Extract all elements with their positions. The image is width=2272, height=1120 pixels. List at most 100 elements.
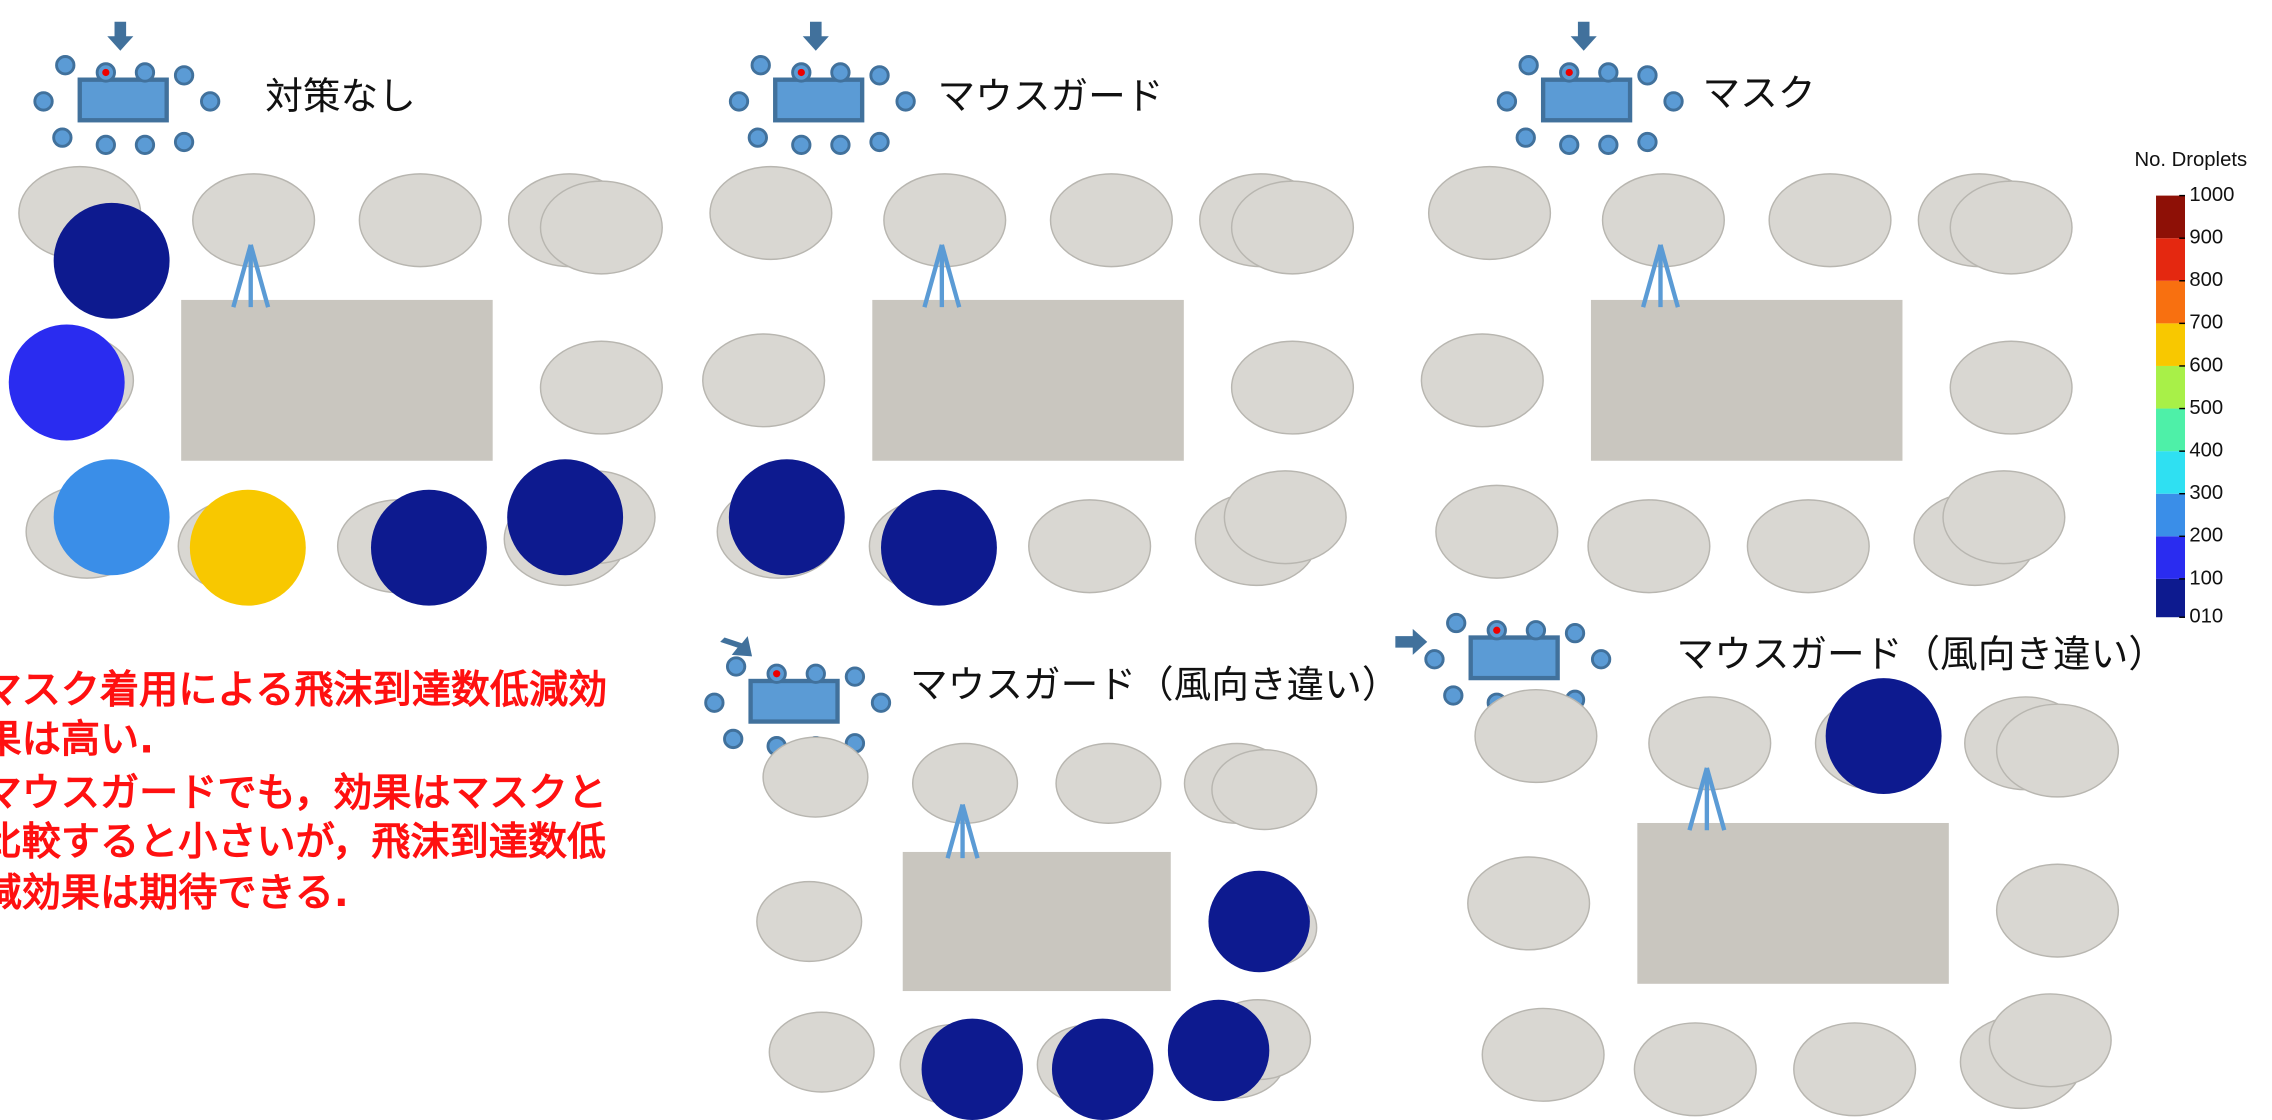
person — [358, 173, 482, 268]
droplet-marker — [1825, 678, 1942, 794]
person — [1230, 340, 1355, 435]
person-body — [1601, 173, 1725, 268]
person-body — [1481, 1007, 1605, 1102]
person-body — [1427, 165, 1552, 261]
person — [1746, 499, 1870, 594]
exhale-arrow — [1641, 244, 1663, 308]
icon-seat — [1525, 620, 1547, 641]
table — [181, 299, 493, 461]
person — [1949, 180, 2073, 275]
person — [1028, 499, 1152, 594]
droplet-marker — [921, 1018, 1023, 1120]
icon-source — [797, 68, 805, 77]
icon-seat — [55, 55, 76, 76]
exhale-arrow — [1658, 244, 1680, 308]
person-body — [1467, 856, 1591, 951]
icon-seat — [1564, 623, 1586, 644]
person-body — [1230, 180, 1355, 275]
person-body — [1055, 742, 1162, 825]
icon-seat — [1598, 134, 1619, 156]
icon-table — [1468, 635, 1560, 681]
person-body — [1028, 499, 1152, 594]
person-body — [192, 173, 316, 268]
person-body — [1420, 333, 1544, 428]
icon-seat — [830, 134, 851, 156]
icon-seat — [173, 65, 195, 86]
exhale-arrow — [945, 803, 965, 859]
icon-source — [102, 68, 110, 77]
icon-source — [773, 670, 781, 678]
person-body — [539, 180, 663, 275]
panel-title: マウスガード — [938, 74, 1164, 118]
icon-seat — [200, 91, 221, 112]
icon-seat — [869, 65, 890, 86]
table-icon — [1496, 21, 1684, 156]
colorbar-label: 100 — [2189, 567, 2223, 589]
table-icon — [728, 21, 916, 156]
person-body — [702, 333, 826, 428]
colorbar-label: 300 — [2189, 482, 2223, 504]
icon-seat — [95, 134, 116, 156]
wind-arrow — [1570, 21, 1597, 51]
wind-arrow — [107, 21, 134, 51]
table — [1637, 822, 1949, 984]
colorbar-label: 700 — [2189, 312, 2223, 334]
icon-seat — [1598, 62, 1619, 83]
wind-arrow — [1395, 628, 1428, 655]
icon-seat — [750, 55, 771, 76]
table-icon — [704, 636, 892, 757]
icon-table — [1540, 77, 1633, 123]
wind-arrow — [802, 21, 829, 51]
person — [1230, 180, 1355, 275]
icon-seat — [1424, 649, 1445, 670]
colorbar-swatch — [2156, 280, 2186, 324]
colorbar-swatch — [2156, 578, 2186, 618]
person — [911, 742, 1019, 825]
panel-title: マウスガード（風向き違い） — [910, 662, 1400, 706]
person-body — [883, 173, 1007, 268]
exhale-arrow — [231, 244, 253, 308]
person — [1942, 470, 2066, 565]
colorbar-swatch — [2156, 536, 2186, 579]
exhale-arrow — [248, 244, 271, 308]
colorbar-swatch — [2156, 365, 2186, 409]
person-body — [1211, 748, 1318, 831]
person-body — [1793, 1022, 1917, 1117]
droplet-marker — [370, 489, 487, 606]
person-body — [1474, 688, 1598, 784]
person-body — [1949, 340, 2073, 435]
icon-seat — [869, 131, 890, 153]
person — [702, 333, 826, 428]
icon-seat — [1518, 55, 1539, 76]
icon-seat — [134, 134, 156, 156]
person-body — [1942, 470, 2066, 565]
icon-seat — [830, 62, 851, 83]
icon-seat — [1515, 127, 1536, 148]
person — [1474, 688, 1598, 784]
icon-seat — [791, 134, 812, 156]
person — [1223, 470, 1347, 565]
droplet-marker — [53, 202, 170, 319]
colorbar-label: 200 — [2189, 525, 2223, 547]
note-line: マスク着用による飛沫到達数低減効 — [0, 668, 607, 713]
person — [883, 173, 1007, 268]
colorbar-label: 010 — [2189, 606, 2223, 628]
icon-table — [748, 678, 840, 724]
person — [756, 880, 863, 963]
person-body — [768, 1011, 875, 1093]
exhale-arrow — [1704, 767, 1727, 831]
icon-seat — [844, 666, 866, 687]
person — [768, 1011, 875, 1093]
icon-seat — [1663, 91, 1684, 112]
person-body — [762, 736, 869, 818]
colorbar-swatch — [2156, 451, 2186, 494]
icon-seat — [725, 656, 747, 677]
icon-seat — [704, 692, 725, 713]
panel-title: 対策なし — [265, 74, 416, 118]
person — [1768, 173, 1892, 268]
colorbar-swatch — [2156, 195, 2186, 239]
person-body — [1587, 499, 1711, 594]
table-icon — [33, 21, 221, 156]
person-body — [1988, 993, 2112, 1088]
droplet-marker — [507, 459, 624, 576]
